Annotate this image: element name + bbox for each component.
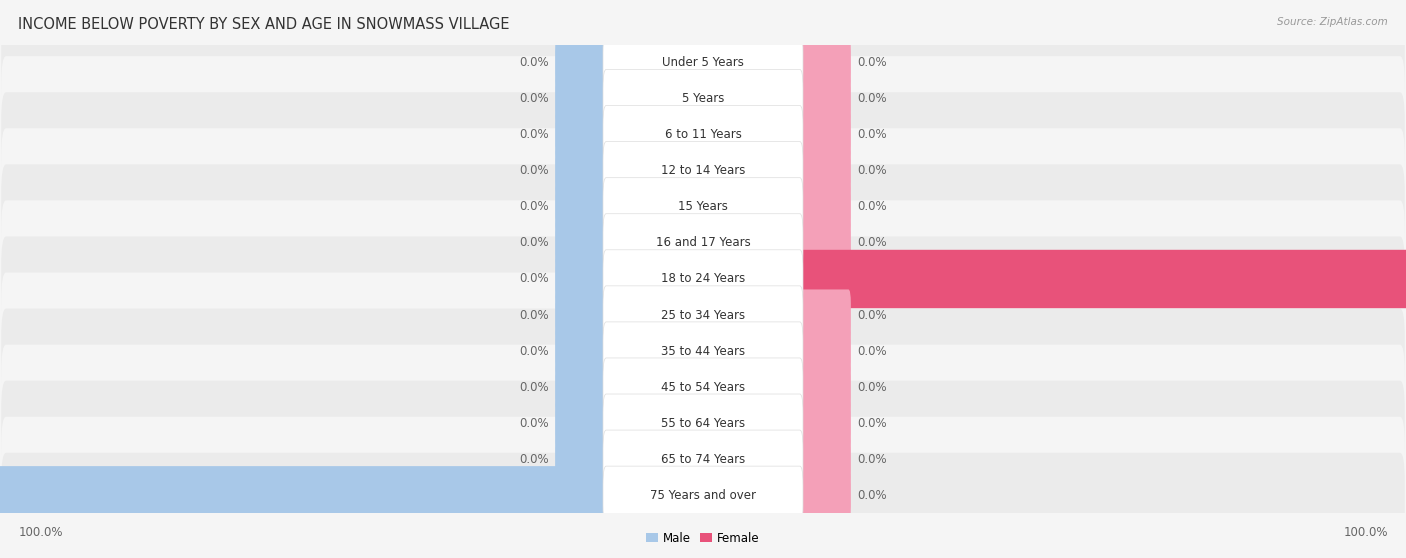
FancyBboxPatch shape	[555, 434, 609, 485]
Text: 35 to 44 Years: 35 to 44 Years	[661, 345, 745, 358]
FancyBboxPatch shape	[603, 466, 803, 525]
Text: 0.0%: 0.0%	[858, 489, 887, 502]
Text: 0.0%: 0.0%	[858, 92, 887, 105]
Text: 15 Years: 15 Years	[678, 200, 728, 213]
Text: 0.0%: 0.0%	[858, 453, 887, 466]
FancyBboxPatch shape	[555, 253, 609, 305]
Text: 12 to 14 Years: 12 to 14 Years	[661, 165, 745, 177]
FancyBboxPatch shape	[555, 109, 609, 160]
FancyBboxPatch shape	[603, 322, 803, 381]
FancyBboxPatch shape	[555, 181, 609, 233]
Text: 0.0%: 0.0%	[519, 200, 548, 213]
FancyBboxPatch shape	[603, 250, 803, 308]
FancyBboxPatch shape	[797, 290, 851, 340]
Text: 0.0%: 0.0%	[519, 92, 548, 105]
FancyBboxPatch shape	[1, 345, 1405, 430]
Text: 0.0%: 0.0%	[858, 417, 887, 430]
Text: Source: ZipAtlas.com: Source: ZipAtlas.com	[1277, 17, 1388, 27]
Text: 0.0%: 0.0%	[519, 56, 548, 69]
FancyBboxPatch shape	[797, 250, 1406, 308]
Text: 0.0%: 0.0%	[858, 309, 887, 321]
Text: 0.0%: 0.0%	[858, 381, 887, 393]
FancyBboxPatch shape	[0, 466, 609, 525]
FancyBboxPatch shape	[797, 109, 851, 160]
Text: 0.0%: 0.0%	[858, 237, 887, 249]
Text: 75 Years and over: 75 Years and over	[650, 489, 756, 502]
Text: 5 Years: 5 Years	[682, 92, 724, 105]
FancyBboxPatch shape	[603, 286, 803, 344]
FancyBboxPatch shape	[797, 218, 851, 268]
FancyBboxPatch shape	[603, 142, 803, 200]
FancyBboxPatch shape	[1, 237, 1405, 321]
Text: 100.0%: 100.0%	[18, 526, 63, 540]
FancyBboxPatch shape	[1, 128, 1405, 213]
Text: 16 and 17 Years: 16 and 17 Years	[655, 237, 751, 249]
Text: 0.0%: 0.0%	[519, 453, 548, 466]
FancyBboxPatch shape	[797, 37, 851, 88]
FancyBboxPatch shape	[603, 177, 803, 236]
Text: 0.0%: 0.0%	[858, 165, 887, 177]
FancyBboxPatch shape	[797, 362, 851, 413]
FancyBboxPatch shape	[555, 362, 609, 413]
FancyBboxPatch shape	[555, 218, 609, 268]
FancyBboxPatch shape	[797, 73, 851, 124]
FancyBboxPatch shape	[797, 145, 851, 196]
FancyBboxPatch shape	[555, 398, 609, 449]
Text: 55 to 64 Years: 55 to 64 Years	[661, 417, 745, 430]
FancyBboxPatch shape	[603, 105, 803, 164]
FancyBboxPatch shape	[603, 430, 803, 488]
Text: 0.0%: 0.0%	[858, 200, 887, 213]
FancyBboxPatch shape	[603, 358, 803, 416]
FancyBboxPatch shape	[797, 398, 851, 449]
FancyBboxPatch shape	[1, 165, 1405, 249]
Text: 100.0%: 100.0%	[1343, 526, 1388, 540]
FancyBboxPatch shape	[797, 181, 851, 233]
Text: INCOME BELOW POVERTY BY SEX AND AGE IN SNOWMASS VILLAGE: INCOME BELOW POVERTY BY SEX AND AGE IN S…	[18, 17, 510, 32]
FancyBboxPatch shape	[603, 394, 803, 453]
Text: 0.0%: 0.0%	[519, 417, 548, 430]
Text: 0.0%: 0.0%	[858, 345, 887, 358]
Text: 0.0%: 0.0%	[519, 309, 548, 321]
Text: 0.0%: 0.0%	[858, 56, 887, 69]
Text: Under 5 Years: Under 5 Years	[662, 56, 744, 69]
FancyBboxPatch shape	[797, 470, 851, 521]
Text: 0.0%: 0.0%	[519, 165, 548, 177]
FancyBboxPatch shape	[555, 73, 609, 124]
Text: 0.0%: 0.0%	[519, 381, 548, 393]
FancyBboxPatch shape	[555, 145, 609, 196]
Text: 0.0%: 0.0%	[858, 128, 887, 141]
FancyBboxPatch shape	[797, 434, 851, 485]
Text: 45 to 54 Years: 45 to 54 Years	[661, 381, 745, 393]
Text: 25 to 34 Years: 25 to 34 Years	[661, 309, 745, 321]
Text: 0.0%: 0.0%	[519, 128, 548, 141]
FancyBboxPatch shape	[555, 325, 609, 377]
Text: 0.0%: 0.0%	[519, 237, 548, 249]
FancyBboxPatch shape	[1, 56, 1405, 141]
FancyBboxPatch shape	[797, 325, 851, 377]
FancyBboxPatch shape	[1, 272, 1405, 358]
Text: 0.0%: 0.0%	[519, 272, 548, 286]
FancyBboxPatch shape	[1, 200, 1405, 286]
Text: 18 to 24 Years: 18 to 24 Years	[661, 272, 745, 286]
FancyBboxPatch shape	[603, 70, 803, 128]
FancyBboxPatch shape	[1, 309, 1405, 393]
Text: 0.0%: 0.0%	[519, 345, 548, 358]
FancyBboxPatch shape	[603, 214, 803, 272]
FancyBboxPatch shape	[1, 92, 1405, 177]
FancyBboxPatch shape	[1, 381, 1405, 466]
FancyBboxPatch shape	[555, 290, 609, 340]
FancyBboxPatch shape	[555, 37, 609, 88]
FancyBboxPatch shape	[603, 33, 803, 92]
FancyBboxPatch shape	[1, 20, 1405, 105]
FancyBboxPatch shape	[1, 453, 1405, 538]
FancyBboxPatch shape	[1, 417, 1405, 502]
Legend: Male, Female: Male, Female	[641, 527, 765, 549]
Text: 6 to 11 Years: 6 to 11 Years	[665, 128, 741, 141]
Text: 65 to 74 Years: 65 to 74 Years	[661, 453, 745, 466]
